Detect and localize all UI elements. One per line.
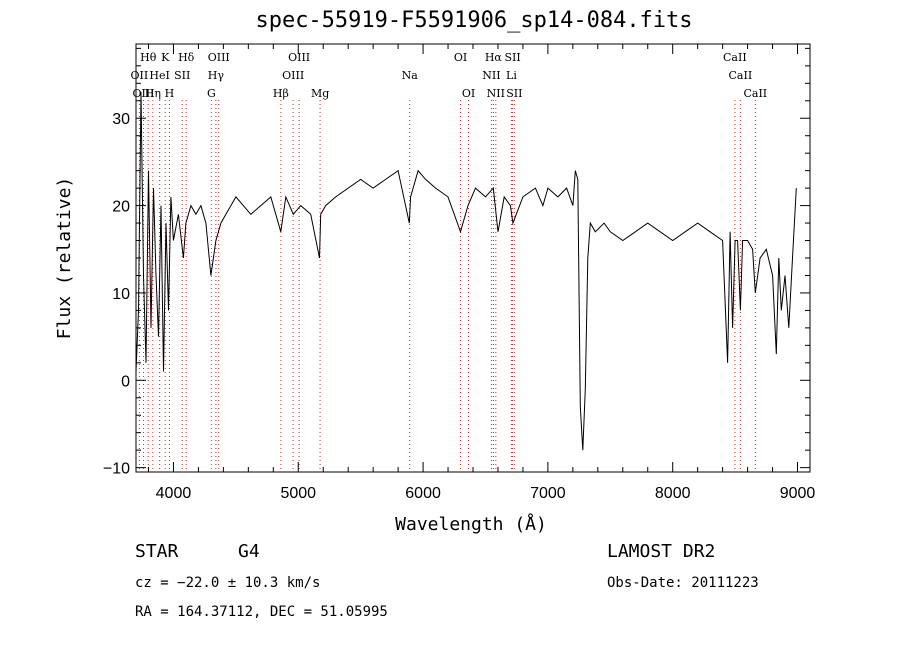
obs-date: Obs-Date: 20111223 [607, 575, 759, 591]
line-label-8: CaII [723, 51, 747, 64]
line-label-19: Hη [145, 87, 161, 100]
line-label-25: NII [487, 87, 505, 100]
flux-series [135, 91, 797, 451]
line-label-11: SII [174, 69, 190, 82]
line-label-6: Hα [485, 51, 503, 64]
line-label-10: HeI [149, 69, 169, 82]
line-label-5: OI [454, 51, 467, 64]
survey-name: LAMOST DR2 [607, 541, 716, 562]
y-tick-label-4: 30 [112, 111, 130, 128]
x-tick-label-2: 6000 [405, 485, 441, 502]
x-tick-label-3: 7000 [530, 485, 566, 502]
y-axis-label: Flux (relative) [54, 177, 75, 340]
line-label-12: Hγ [208, 69, 225, 82]
y-tick-label-3: 20 [112, 199, 130, 216]
y-tick-label-2: 10 [112, 286, 130, 303]
line-label-16: Li [506, 69, 517, 82]
line-label-17: CaII [729, 69, 753, 82]
x-axis-label: Wavelength (Å) [395, 513, 547, 535]
line-label-2: Hδ [178, 51, 195, 64]
line-label-0: Hθ [140, 51, 157, 64]
object-subclass: G4 [238, 541, 260, 562]
line-label-18: OIII [132, 87, 154, 100]
plot-frame [135, 43, 811, 473]
line-label-26: SII [506, 87, 522, 100]
line-label-20: H [165, 87, 175, 100]
spectral-line-marks [138, 100, 756, 472]
x-tick-label-1: 5000 [280, 485, 316, 502]
redshift-info: cz = −22.0 ± 10.3 km/s [135, 575, 321, 591]
line-label-21: G [207, 87, 216, 100]
y-tick-label-1: 0 [121, 373, 130, 390]
line-label-7: SII [504, 51, 520, 64]
axes: 4000 5000 6000 7000 8000 9000 −10 0 10 20 30 [103, 43, 816, 502]
coordinates: RA = 164.37112, DEC = 51.05995 [135, 604, 388, 620]
line-label-13: OIII [282, 69, 304, 82]
line-label-15: NII [482, 69, 500, 82]
line-label-14: Na [402, 69, 419, 82]
line-label-9: OII [131, 69, 149, 82]
object-class: STAR [135, 541, 179, 562]
y-tick-label-0: −10 [103, 461, 130, 478]
x-tick-label-0: 4000 [156, 485, 192, 502]
x-tick-label-4: 8000 [655, 485, 691, 502]
line-label-1: K [161, 51, 170, 64]
x-tick-label-5: 9000 [780, 485, 816, 502]
chart-title: spec-55919-F5591906_sp14-084.fits [255, 8, 693, 33]
line-label-22: Hβ [273, 87, 289, 100]
line-label-3: OIII [208, 51, 230, 64]
line-label-27: CaII [743, 87, 767, 100]
flux-line [135, 91, 797, 451]
line-label-24: OI [462, 87, 475, 100]
line-label-4: OIII [288, 51, 310, 64]
line-label-23: Mg [311, 87, 329, 100]
